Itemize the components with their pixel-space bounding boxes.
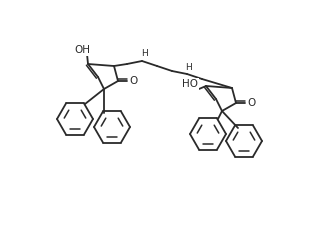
Text: OH: OH <box>74 45 90 55</box>
Text: O: O <box>248 98 256 108</box>
Text: O: O <box>130 76 138 86</box>
Text: HO: HO <box>182 79 198 89</box>
Text: H: H <box>141 49 147 58</box>
Text: H: H <box>186 63 193 71</box>
